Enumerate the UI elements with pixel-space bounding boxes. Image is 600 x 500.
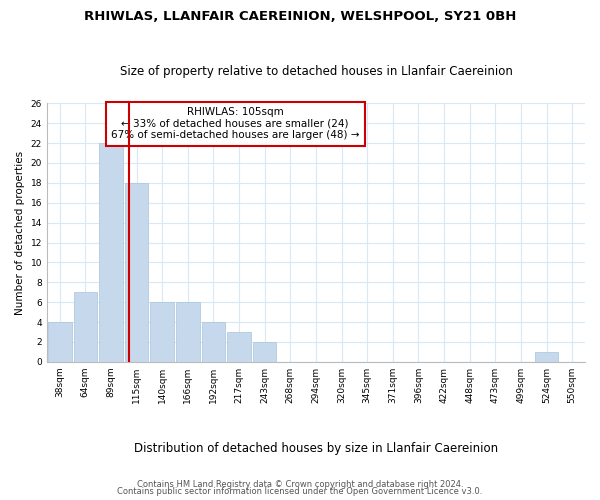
Bar (99, 143, 123, 362)
Bar (125, 183, 148, 362)
Bar (48, 322, 71, 362)
Bar (151, 302, 174, 362)
Bar (535, 352, 559, 362)
Text: RHIWLAS: 105sqm
← 33% of detached houses are smaller (24)
67% of semi-detached h: RHIWLAS: 105sqm ← 33% of detached houses… (111, 107, 359, 140)
Bar (176, 302, 200, 362)
Y-axis label: Number of detached properties: Number of detached properties (15, 150, 25, 314)
Text: Contains HM Land Registry data © Crown copyright and database right 2024.: Contains HM Land Registry data © Crown c… (137, 480, 463, 489)
Bar (253, 342, 277, 362)
X-axis label: Distribution of detached houses by size in Llanfair Caereinion: Distribution of detached houses by size … (134, 442, 498, 455)
Bar (227, 332, 251, 362)
Text: RHIWLAS, LLANFAIR CAEREINION, WELSHPOOL, SY21 0BH: RHIWLAS, LLANFAIR CAEREINION, WELSHPOOL,… (84, 10, 516, 23)
Bar (202, 322, 225, 362)
Text: Contains public sector information licensed under the Open Government Licence v3: Contains public sector information licen… (118, 487, 482, 496)
Title: Size of property relative to detached houses in Llanfair Caereinion: Size of property relative to detached ho… (119, 66, 512, 78)
Bar (74, 292, 97, 362)
